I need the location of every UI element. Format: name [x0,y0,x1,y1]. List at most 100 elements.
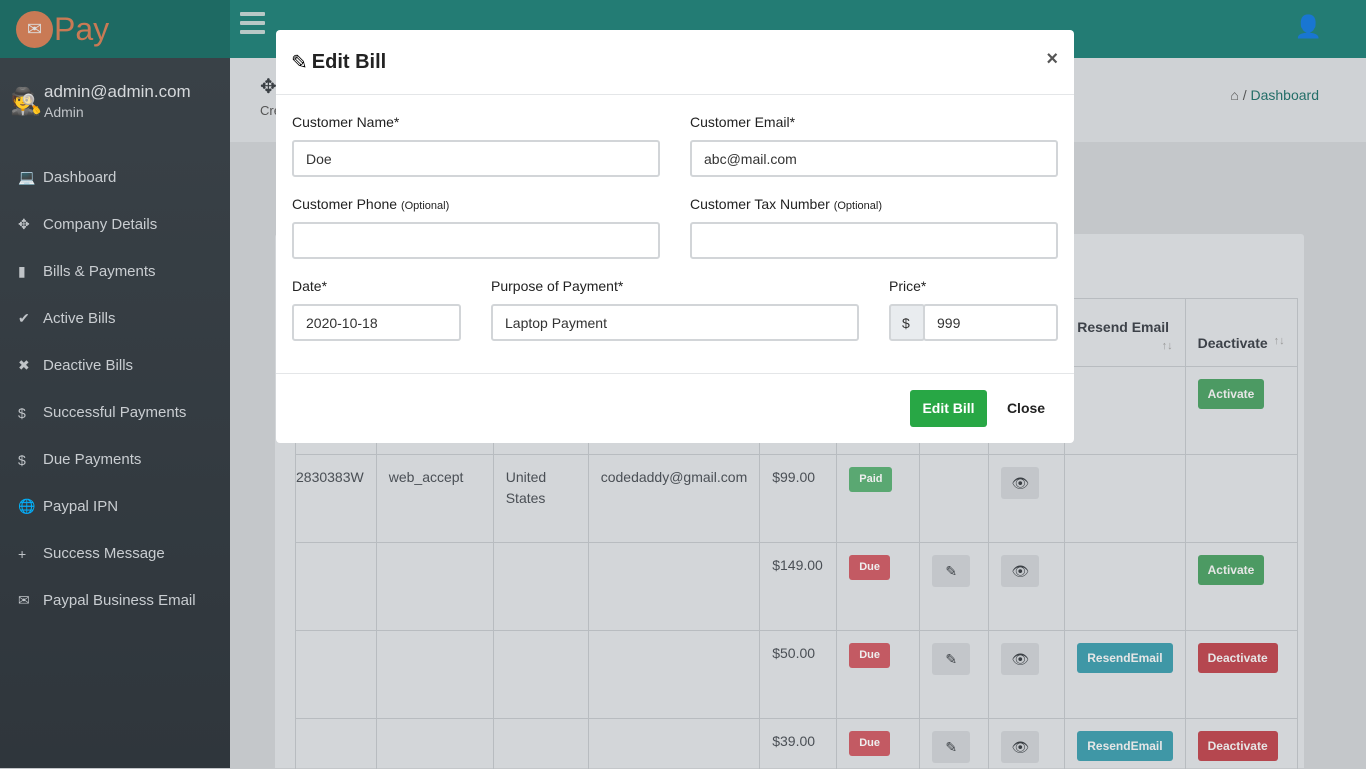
edit-bill-button[interactable]: Edit Bill [910,390,987,427]
cell-type [375,542,494,631]
pencil-icon[interactable]: ✎ [932,731,971,763]
sidebar-item-label: Deactive Bills [43,357,134,374]
sidebar-item-icon: 🌐 [18,498,36,514]
sidebar-item-label: Active Bills [43,310,116,327]
date-input[interactable]: 2020-10-18 [292,304,461,341]
cell-price: $99.00 [759,454,838,543]
customer-name-input[interactable]: Doe [292,140,660,177]
customer-tax-label: Customer Tax Number (Optional) [690,196,882,212]
table-row: 2830383W web_accept United States codeda… [295,454,1298,543]
user-spy-icon: 🕵 [10,85,43,116]
price-label: Price* [889,278,927,294]
status-badge: Due [849,555,891,581]
sidebar-item-label: Dashboard [43,169,117,186]
envelope-logo-icon: ✉ [16,10,53,48]
cell-type [375,718,494,769]
user-email: admin@admin.com [44,82,191,101]
customer-email-label: Customer Email* [690,114,796,130]
price-input[interactable]: 999 [923,304,1058,341]
sidebar-item-label: Bills & Payments [43,263,156,280]
sidebar-item-icon: ✉ [18,592,30,608]
sidebar-item[interactable]: ✥ Company Details [0,201,230,248]
sidebar-item[interactable]: ✔ Active Bills [0,295,230,342]
eye-icon[interactable]: 👁 [1001,467,1040,499]
pencil-icon[interactable]: ✎ [932,643,971,675]
activate-button[interactable]: Activate [1197,379,1265,410]
customer-phone-input[interactable] [292,222,660,259]
sidebar-item[interactable]: $ Due Payments [0,436,230,483]
pencil-icon[interactable]: ✎ [932,555,971,587]
status-badge: Due [849,731,891,757]
sidebar-item-icon: ▮ [18,263,26,279]
sidebar-item-icon: ✔ [18,310,30,326]
eye-icon[interactable]: 👁 [1001,555,1040,587]
deactivate-button[interactable]: Deactivate [1197,643,1278,674]
cell-country: United States [492,454,589,543]
price-prefix: $ [889,304,925,341]
edit-bill-modal: ✎ Edit Bill × Customer Name* Doe Customer… [276,30,1074,443]
date-label: Date* [292,278,328,294]
sidebar-item[interactable]: ▮ Bills & Payments [0,248,230,295]
sidebar: ✉ Pay 🕵 admin@admin.com Admin 💻 Dashboard… [0,0,230,768]
close-icon[interactable]: × [1046,48,1058,70]
cell-txn [295,718,377,769]
sidebar-item[interactable]: ✖ Deactive Bills [0,342,230,389]
sidebar-item[interactable]: + Success Message [0,530,230,577]
column-header[interactable]: Deactivate ↑↓ [1184,298,1298,367]
user-role: Admin [44,104,84,120]
eye-icon[interactable]: 👁 [1001,731,1040,763]
cell-country [492,542,589,631]
sidebar-item-icon: + [18,545,27,562]
table-row: $149.00 Due ✎ 👁 Activate [295,542,1298,631]
deactivate-button[interactable]: Deactivate [1197,731,1278,762]
sidebar-item-label: Success Message [43,545,165,562]
purpose-label: Purpose of Payment* [491,278,624,294]
cell-email: codedaddy@gmail.com [587,454,761,543]
brand[interactable]: ✉ Pay [0,0,230,58]
sidebar-item-icon: $ [18,451,26,468]
customer-tax-input[interactable] [690,222,1058,259]
sidebar-item[interactable]: $ Successful Payments [0,389,230,436]
modal-title: Edit Bill [311,50,387,73]
cell-txn: 2830383W [295,454,377,543]
status-badge: Paid [849,467,893,493]
cell-txn [295,542,377,631]
table-row: $50.00 Due ✎ 👁 ResendEmail Deactivate [295,630,1298,719]
status-badge: Due [849,643,891,669]
customer-email-input[interactable]: abc@mail.com [690,140,1058,177]
sidebar-item-label: Due Payments [43,451,142,468]
purpose-input[interactable]: Laptop Payment [491,304,859,341]
brand-name: Pay [54,10,110,47]
user-icon[interactable]: 👤 [1294,14,1322,39]
cell-price: $50.00 [759,630,838,719]
sidebar-item-label: Company Details [43,216,158,233]
home-icon[interactable]: ⌂ [1230,87,1239,103]
column-header[interactable]: Resend Email ↑↓ [1064,298,1186,367]
user-panel: 🕵 admin@admin.com Admin [0,58,230,120]
resend-email-button[interactable]: ResendEmail [1077,643,1173,674]
cell-country [492,630,589,719]
sidebar-item[interactable]: 🌐 Paypal IPN [0,483,230,530]
close-button[interactable]: Close [1006,400,1046,416]
page-title: Cre [260,103,281,118]
sidebar-item-label: Successful Payments [43,404,187,421]
table-row: $39.00 Due ✎ 👁 ResendEmail Deactivate [295,718,1298,769]
activate-button[interactable]: Activate [1197,555,1265,586]
eye-icon[interactable]: 👁 [1001,643,1040,675]
resend-email-button[interactable]: ResendEmail [1077,731,1173,762]
cell-txn [295,630,377,719]
sidebar-item[interactable]: ✉ Paypal Business Email [0,577,230,624]
sidebar-item-label: Paypal IPN [43,498,119,515]
cell-email [587,542,761,631]
pencil-icon: ✎ [291,51,308,74]
breadcrumb-dashboard[interactable]: Dashboard [1250,87,1320,103]
customer-name-label: Customer Name* [292,114,400,130]
sidebar-item[interactable]: 💻 Dashboard [0,154,230,201]
cell-email [587,718,761,769]
sidebar-item-icon: 💻 [18,169,36,185]
cell-price: $39.00 [759,718,838,769]
sidebar-item-icon: $ [18,404,26,421]
cell-type: web_accept [375,454,494,543]
menu-toggle-icon[interactable] [240,12,265,39]
sidebar-item-icon: ✥ [18,216,30,232]
